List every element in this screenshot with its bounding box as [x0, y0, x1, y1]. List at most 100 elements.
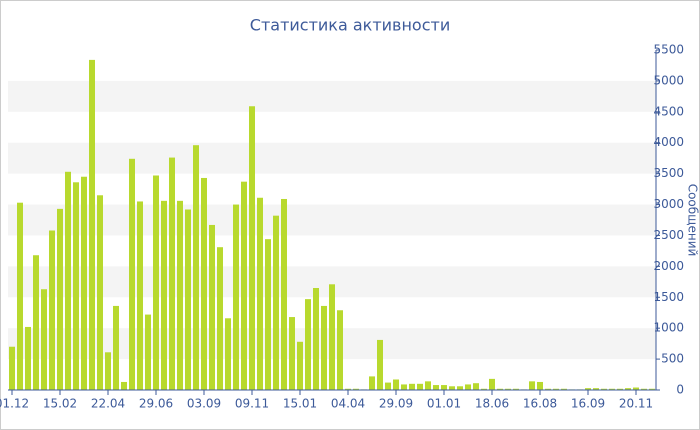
- y-tick-label: 5000: [653, 73, 684, 87]
- bar: [217, 247, 223, 390]
- bar: [121, 381, 127, 390]
- bar: [33, 255, 39, 390]
- bar: [593, 388, 599, 390]
- x-tick-label: 09.11: [235, 397, 269, 411]
- y-tick-label: 3500: [653, 166, 684, 180]
- bar: [129, 158, 135, 390]
- bar: [193, 145, 199, 390]
- bar: [249, 106, 255, 390]
- bar: [41, 289, 47, 390]
- bar: [385, 382, 391, 390]
- bar: [369, 376, 375, 390]
- bar: [545, 388, 551, 390]
- grid-band: [8, 142, 656, 174]
- bar: [585, 388, 591, 390]
- grid-band: [8, 80, 656, 112]
- bar: [401, 384, 407, 390]
- bar: [409, 383, 415, 390]
- bar: [417, 383, 423, 390]
- bar: [633, 387, 639, 390]
- bar: [281, 198, 287, 390]
- bar: [177, 200, 183, 390]
- bar: [17, 202, 23, 390]
- y-axis-label: Сообщений: [686, 184, 700, 257]
- bar: [297, 341, 303, 390]
- bar: [169, 157, 175, 390]
- x-tick-label: 18.06: [475, 397, 509, 411]
- bar: [105, 352, 111, 390]
- bar: [489, 378, 495, 390]
- bar: [209, 224, 215, 390]
- x-tick-label: 29.06: [139, 397, 173, 411]
- bar: [153, 175, 159, 390]
- bar: [425, 381, 431, 390]
- bar: [89, 59, 95, 391]
- x-tick-label: 20.11: [619, 397, 653, 411]
- x-tick-label: 15.01: [283, 397, 317, 411]
- bar: [377, 339, 383, 390]
- bar: [145, 314, 151, 390]
- bar: [553, 388, 559, 390]
- chart-title: Статистика активности: [250, 16, 450, 35]
- bar: [601, 388, 607, 390]
- bar: [449, 386, 455, 390]
- bar: [201, 177, 207, 390]
- bar: [505, 388, 511, 390]
- bar: [25, 326, 31, 390]
- bar: [225, 318, 231, 390]
- bar: [241, 181, 247, 390]
- bar: [185, 209, 191, 390]
- bar: [529, 381, 535, 390]
- bar: [161, 200, 167, 390]
- y-tick-label: 500: [661, 352, 684, 366]
- bar: [81, 176, 87, 390]
- bar: [65, 171, 71, 390]
- bar: [9, 346, 15, 390]
- grid-band: [8, 204, 656, 236]
- x-tick-label: 29.09: [379, 397, 413, 411]
- bar: [537, 381, 543, 390]
- bar: [481, 388, 487, 390]
- x-tick-label: 16.08: [523, 397, 557, 411]
- bar: [513, 388, 519, 390]
- bar: [433, 385, 439, 390]
- x-tick-label: 04.04: [331, 397, 365, 411]
- x-tick-label: 22.04: [91, 397, 125, 411]
- bar: [617, 388, 623, 390]
- bar: [97, 195, 103, 390]
- x-tick-label: 15.02: [43, 397, 77, 411]
- bar: [73, 182, 79, 390]
- bar: [393, 379, 399, 390]
- y-tick-label: 1500: [653, 290, 684, 304]
- bar: [561, 388, 567, 390]
- bar: [457, 386, 463, 390]
- bar: [441, 385, 447, 390]
- bar: [337, 310, 343, 390]
- bar: [497, 388, 503, 390]
- y-tick-label: 3000: [653, 197, 684, 211]
- bar: [265, 239, 271, 390]
- y-tick-label: 1000: [653, 321, 684, 335]
- bar: [345, 388, 351, 390]
- x-tick-label: 16.09: [571, 397, 605, 411]
- bar: [321, 305, 327, 390]
- bar: [473, 383, 479, 390]
- y-tick-label: 4000: [653, 135, 684, 149]
- bar: [49, 230, 55, 390]
- y-tick-label: 5500: [653, 43, 684, 57]
- y-tick-label: 0: [676, 383, 684, 397]
- bar: [625, 388, 631, 390]
- bar: [313, 288, 319, 390]
- x-tick-label: 03.09: [187, 397, 221, 411]
- bar: [649, 388, 655, 390]
- bar: [289, 317, 295, 390]
- y-tick-label: 4500: [653, 104, 684, 118]
- x-tick-label: 01.12: [0, 397, 29, 411]
- bar: [305, 299, 311, 390]
- bar: [257, 197, 263, 390]
- bar: [137, 201, 143, 390]
- bar: [329, 284, 335, 390]
- bar: [273, 215, 279, 390]
- bar: [609, 388, 615, 390]
